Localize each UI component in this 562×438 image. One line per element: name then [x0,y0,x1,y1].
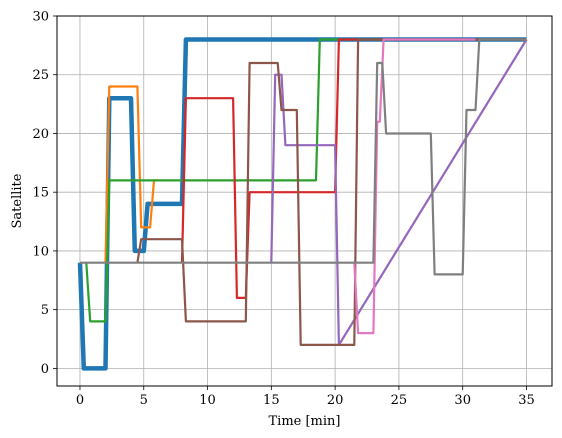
y-tick-label: 15 [32,186,49,201]
y-axis-label: Satellite [10,173,25,228]
x-tick-label: 25 [391,393,408,408]
y-tick-label: 5 [41,303,49,318]
series-line-3 [85,38,527,323]
series-lines [77,37,528,371]
y-tick-label: 30 [32,10,49,25]
x-tick-label: 10 [199,393,216,408]
x-axis: 0 5 10 15 20 25 30 35 [76,386,535,408]
series-line-1 [77,37,527,371]
y-tick-label: 10 [32,244,49,259]
series-line-8 [80,38,527,276]
x-tick-label: 5 [140,393,148,408]
series-line-4 [180,38,527,299]
x-tick-label: 15 [263,393,280,408]
plot-frame [56,15,553,387]
x-tick-label: 35 [518,393,535,408]
y-tick-label: 20 [32,127,49,142]
series-line-6 [136,38,527,346]
y-tick-label: 25 [32,68,49,83]
y-tick-label: 0 [41,362,49,377]
x-axis-label: Time [min] [269,414,341,429]
x-tick-label: 20 [327,393,344,408]
series-line-7 [353,38,476,335]
x-tick-label: 30 [454,393,471,408]
y-axis: 0 5 10 15 20 25 30 [32,10,57,377]
x-tick-label: 0 [76,393,84,408]
